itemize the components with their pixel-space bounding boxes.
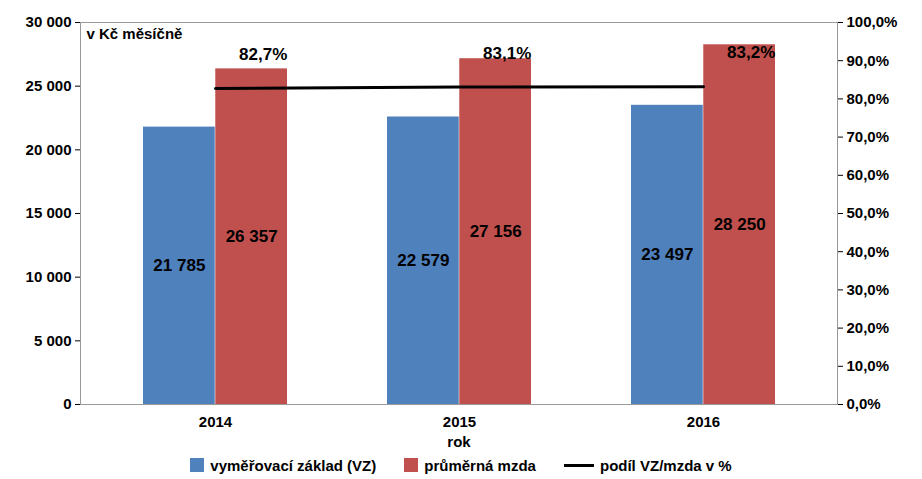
svg-text:22 579: 22 579 bbox=[397, 251, 449, 270]
svg-text:30 000: 30 000 bbox=[26, 13, 72, 30]
svg-text:82,7%: 82,7% bbox=[239, 45, 287, 64]
svg-text:10 000: 10 000 bbox=[26, 268, 72, 285]
svg-text:20,0%: 20,0% bbox=[847, 319, 890, 336]
svg-text:100,0%: 100,0% bbox=[847, 13, 898, 30]
svg-text:27 156: 27 156 bbox=[470, 222, 522, 241]
svg-text:30,0%: 30,0% bbox=[847, 281, 890, 298]
svg-text:40,0%: 40,0% bbox=[847, 243, 890, 260]
svg-text:2016: 2016 bbox=[687, 413, 720, 430]
html-text:podíl VZ/mzda v %: podíl VZ/mzda v % bbox=[600, 456, 732, 474]
svg-text:26 357: 26 357 bbox=[226, 227, 278, 246]
svg-text:80,0%: 80,0% bbox=[847, 90, 890, 107]
svg-text:2014: 2014 bbox=[199, 413, 233, 430]
svg-text:0: 0 bbox=[63, 395, 71, 412]
svg-text:v Kč měsíčně: v Kč měsíčně bbox=[87, 25, 183, 42]
svg-text:70,0%: 70,0% bbox=[847, 128, 890, 145]
html-text:průměrná mzda: průměrná mzda bbox=[424, 456, 536, 474]
svg-text:25 000: 25 000 bbox=[26, 77, 72, 94]
svg-text:23 497: 23 497 bbox=[641, 245, 693, 264]
svg-text:0,0%: 0,0% bbox=[847, 395, 881, 412]
svg-text:90,0%: 90,0% bbox=[847, 52, 890, 69]
svg-text:10,0%: 10,0% bbox=[847, 357, 890, 374]
svg-text:20 000: 20 000 bbox=[26, 141, 72, 158]
svg-text:15 000: 15 000 bbox=[26, 204, 72, 221]
svg-text:28 250: 28 250 bbox=[714, 215, 766, 234]
svg-text:21 785: 21 785 bbox=[153, 256, 205, 275]
html-text:vyměřovací základ (VZ): vyměřovací základ (VZ) bbox=[210, 456, 377, 474]
svg-text:2015: 2015 bbox=[443, 413, 476, 430]
svg-text:rok: rok bbox=[447, 433, 471, 450]
svg-text:60,0%: 60,0% bbox=[847, 166, 890, 183]
svg-text:5 000: 5 000 bbox=[34, 332, 72, 349]
svg-text:83,2%: 83,2% bbox=[727, 43, 775, 62]
svg-text:50,0%: 50,0% bbox=[847, 204, 890, 221]
svg-text:83,1%: 83,1% bbox=[483, 43, 531, 62]
